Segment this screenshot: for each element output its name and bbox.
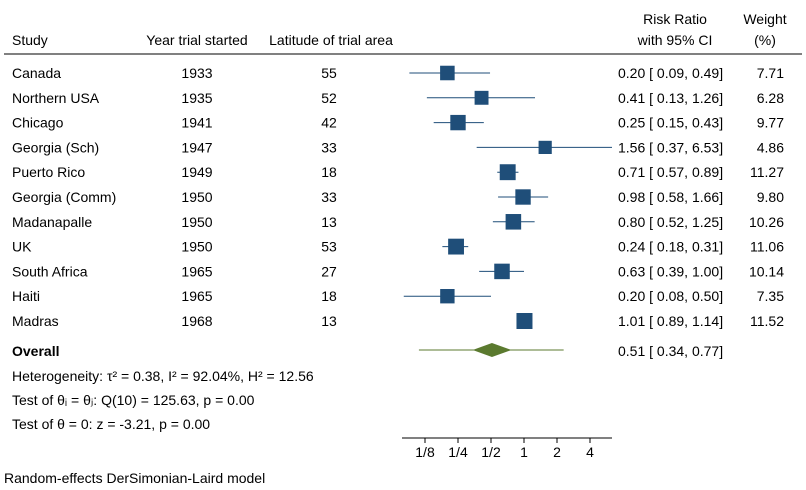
study-latitude: 13 (321, 313, 337, 329)
x-tick-label: 1 (520, 444, 528, 460)
study-latitude: 33 (321, 189, 337, 205)
study-weight: 10.26 (749, 214, 784, 230)
study-latitude: 33 (321, 139, 337, 155)
study-marker (440, 65, 455, 81)
study-name: Puerto Rico (12, 164, 85, 180)
study-weight: 11.52 (750, 313, 784, 329)
study-weight: 9.77 (757, 115, 784, 131)
study-marker (516, 313, 533, 329)
study-weight: 4.86 (757, 139, 784, 155)
study-weight: 9.80 (757, 189, 784, 205)
study-latitude: 13 (321, 214, 337, 230)
x-tick-label: 1/8 (415, 444, 435, 460)
study-marker (515, 189, 531, 205)
study-weight: 10.14 (749, 263, 784, 279)
overall-ci-text: 0.51 [ 0.34, 0.77] (618, 343, 723, 359)
study-year: 1950 (181, 214, 212, 230)
study-latitude: 18 (321, 164, 337, 180)
x-tick-label: 1/2 (481, 444, 501, 460)
study-ci-text: 1.56 [ 0.37, 6.53] (618, 139, 723, 155)
study-weight: 11.06 (750, 239, 784, 255)
study-ci-text: 1.01 [ 0.89, 1.14] (618, 313, 723, 329)
header-study: Study (12, 32, 48, 48)
study-latitude: 42 (321, 115, 337, 131)
study-ci-text: 0.20 [ 0.09, 0.49] (618, 65, 723, 81)
study-marker (538, 140, 552, 154)
header-year: Year trial started (146, 32, 247, 48)
study-name: UK (12, 239, 32, 255)
study-year: 1947 (181, 139, 212, 155)
study-weight: 7.35 (757, 288, 784, 304)
study-name: Chicago (12, 115, 64, 131)
study-ci-text: 0.80 [ 0.52, 1.25] (618, 214, 723, 230)
header-ci: with 95% CI (637, 32, 713, 48)
overall-label: Overall (12, 343, 59, 359)
study-year: 1950 (181, 189, 212, 205)
study-latitude: 18 (321, 288, 337, 304)
study-latitude: 53 (321, 239, 337, 255)
plot-marks (403, 65, 612, 357)
test-equal-text: Test of θᵢ = θⱼ: Q(10) = 125.63, p = 0.0… (12, 392, 255, 408)
study-latitude: 27 (321, 263, 337, 279)
header-weight: Weight (743, 11, 786, 27)
study-year: 1941 (181, 115, 212, 131)
header-latitude: Latitude of trial area (269, 32, 393, 48)
study-year: 1950 (181, 239, 212, 255)
study-ci-text: 0.98 [ 0.58, 1.66] (618, 189, 723, 205)
overall-diamond (472, 343, 512, 357)
header-risk-ratio: Risk Ratio (643, 11, 707, 27)
x-tick-label: 4 (586, 444, 594, 460)
study-ci-text: 0.63 [ 0.39, 1.00] (618, 263, 723, 279)
study-name: Georgia (Comm) (12, 189, 116, 205)
study-marker (474, 90, 489, 105)
study-latitude: 55 (321, 65, 337, 81)
model-footnote: Random-effects DerSimonian-Laird model (4, 470, 265, 486)
study-name: Northern USA (12, 90, 100, 106)
study-weight: 11.27 (750, 164, 784, 180)
study-weight: 7.71 (757, 65, 784, 81)
x-tick-label: 2 (553, 444, 561, 460)
study-year: 1933 (181, 65, 212, 81)
study-year: 1968 (181, 313, 212, 329)
study-marker (505, 214, 522, 230)
study-name: Madras (12, 313, 59, 329)
study-name: Haiti (12, 288, 40, 304)
study-ci-text: 0.20 [ 0.08, 0.50] (618, 288, 723, 304)
study-name: Georgia (Sch) (12, 139, 99, 155)
study-rows: Canada 1933 55 0.20 [ 0.09, 0.49] 7.71 Northe… (12, 65, 784, 329)
header-weight-unit: (%) (754, 32, 776, 48)
study-name: Madanapalle (12, 214, 92, 230)
study-ci-text: 0.41 [ 0.13, 1.26] (618, 90, 723, 106)
study-marker (448, 238, 464, 255)
study-ci-text: 0.71 [ 0.57, 0.89] (618, 164, 723, 180)
study-year: 1965 (181, 288, 212, 304)
study-ci-text: 0.25 [ 0.15, 0.43] (618, 115, 723, 131)
study-year: 1935 (181, 90, 212, 106)
x-axis: 1/8 1/4 1/2 1 2 4 (402, 437, 612, 460)
study-marker (499, 164, 516, 181)
study-weight: 6.28 (757, 90, 784, 106)
x-tick-label: 1/4 (448, 444, 468, 460)
study-year: 1949 (181, 164, 212, 180)
study-marker (450, 114, 466, 131)
test-zero-text: Test of θ = 0: z = -3.21, p = 0.00 (12, 416, 210, 432)
study-marker (494, 263, 510, 280)
study-name: Canada (12, 65, 61, 81)
heterogeneity-text: Heterogeneity: τ² = 0.38, I² = 92.04%, H… (12, 368, 314, 384)
study-ci-text: 0.24 [ 0.18, 0.31] (618, 239, 723, 255)
study-name: South Africa (12, 263, 88, 279)
study-year: 1965 (181, 263, 212, 279)
study-marker (440, 289, 455, 304)
study-latitude: 52 (321, 90, 337, 106)
